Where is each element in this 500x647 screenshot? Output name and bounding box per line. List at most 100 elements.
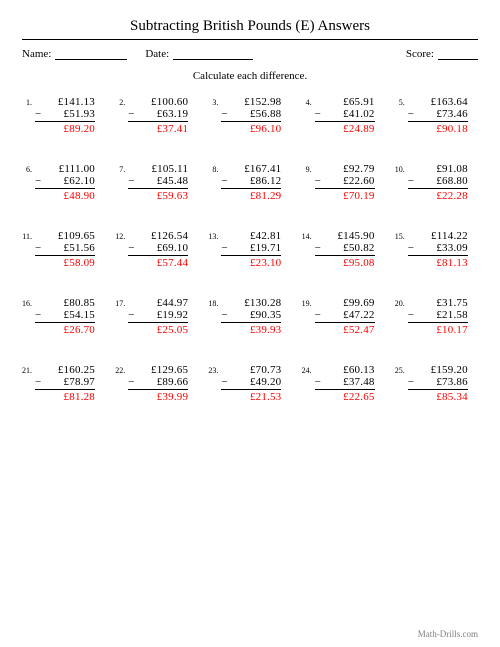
- subtrahend-row: −£89.66: [128, 376, 188, 390]
- answer: £22.65: [315, 390, 375, 403]
- problem-number: 13.: [208, 230, 221, 241]
- problem: 10.£91.08−£68.80£22.28: [395, 163, 478, 202]
- minuend: £160.25: [35, 364, 95, 376]
- minuend: £105.11: [128, 163, 188, 175]
- problem-body: £130.28−£90.35£39.93: [221, 297, 281, 336]
- problem-number: 25.: [395, 364, 408, 375]
- answer: £21.53: [221, 390, 281, 403]
- minuend: £152.98: [221, 96, 281, 108]
- subtrahend-row: −£86.12: [221, 175, 281, 189]
- subtrahend-row: −£22.60: [315, 175, 375, 189]
- problem: 18.£130.28−£90.35£39.93: [208, 297, 291, 336]
- answer: £57.44: [128, 256, 188, 269]
- problem-body: £159.20−£73.86£85.34: [408, 364, 468, 403]
- date-blank[interactable]: [173, 49, 253, 60]
- subtrahend-row: − £37.48: [315, 376, 375, 390]
- answer: £26.70: [35, 323, 95, 336]
- answer: £37.41: [128, 122, 188, 135]
- problem-body: £152.98−£56.88£96.10: [221, 96, 281, 135]
- problem-body: £160.25−£78.97£81.28: [35, 364, 95, 403]
- problem: 20.£31.75−£21.58£10.17: [395, 297, 478, 336]
- problem: 22.£129.65−£89.66£39.99: [115, 364, 198, 403]
- problem: 6.£111.00−£62.10£48.90: [22, 163, 105, 202]
- minus-sign: −: [315, 309, 321, 321]
- minus-sign: −: [408, 175, 414, 187]
- problem-body: £126.54−£69.10£57.44: [128, 230, 188, 269]
- subtrahend: £41.02: [343, 108, 374, 120]
- problem: 8.£167.41−£86.12£81.29: [208, 163, 291, 202]
- answer: £81.13: [408, 256, 468, 269]
- problem: 14.£145.90−£50.82£95.08: [302, 230, 385, 269]
- subtrahend: £51.56: [64, 242, 95, 254]
- problem-number: 3.: [208, 96, 221, 107]
- answer: £39.93: [221, 323, 281, 336]
- minus-sign: −: [35, 242, 41, 254]
- subtrahend-row: −£56.88: [221, 108, 281, 122]
- problem-body: £111.00−£62.10£48.90: [35, 163, 95, 202]
- minus-sign: −: [35, 376, 41, 388]
- problem-body: £70.73−£49.20£21.53: [221, 364, 281, 403]
- answer: £89.20: [35, 122, 95, 135]
- subtrahend: £37.48: [343, 376, 374, 388]
- subtrahend: £22.60: [343, 175, 374, 187]
- subtrahend: £63.19: [157, 108, 188, 120]
- subtrahend-row: −£73.86: [408, 376, 468, 390]
- problem-body: £60.13− £37.48 £22.65: [315, 364, 375, 403]
- answer: £52.47: [315, 323, 375, 336]
- subtrahend-row: −£19.92: [128, 309, 188, 323]
- answer: £58.09: [35, 256, 95, 269]
- problem: 9.£92.79−£22.60£70.19: [302, 163, 385, 202]
- minuend: £42.81: [221, 230, 281, 242]
- minuend: £163.64: [408, 96, 468, 108]
- problem: 25.£159.20−£73.86£85.34: [395, 364, 478, 403]
- subtrahend: £19.92: [157, 309, 188, 321]
- minuend: £80.85: [35, 297, 95, 309]
- page-title: Subtracting British Pounds (E) Answers: [22, 18, 478, 35]
- answer: £85.34: [408, 390, 468, 403]
- answer: £22.28: [408, 189, 468, 202]
- problem: 3.£152.98−£56.88£96.10: [208, 96, 291, 135]
- minus-sign: −: [408, 242, 414, 254]
- minus-sign: −: [221, 309, 227, 321]
- minuend: £126.54: [128, 230, 188, 242]
- problem-grid: 1.£141.13−£51.93£89.202.£100.60−£63.19£3…: [22, 96, 478, 403]
- problem-body: £42.81−£19.71£23.10: [221, 230, 281, 269]
- problem-number: 20.: [395, 297, 408, 308]
- subtrahend: £50.82: [343, 242, 374, 254]
- problem-number: 18.: [208, 297, 221, 308]
- problem: 13.£42.81−£19.71£23.10: [208, 230, 291, 269]
- subtrahend-row: − £78.97: [35, 376, 95, 390]
- answer: £95.08: [315, 256, 375, 269]
- problem: 2.£100.60−£63.19£37.41: [115, 96, 198, 135]
- problem-number: 9.: [302, 163, 315, 174]
- minuend: £60.13: [315, 364, 375, 376]
- answer: £10.17: [408, 323, 468, 336]
- subtrahend: £89.66: [157, 376, 188, 388]
- problem: 16.£80.85−£54.15£26.70: [22, 297, 105, 336]
- minuend: £100.60: [128, 96, 188, 108]
- title-rule: [22, 39, 478, 40]
- minus-sign: −: [408, 309, 414, 321]
- problem-body: £80.85−£54.15£26.70: [35, 297, 95, 336]
- problem-body: £109.65−£51.56£58.09: [35, 230, 95, 269]
- problem-body: £91.08−£68.80£22.28: [408, 163, 468, 202]
- subtrahend: £54.15: [64, 309, 95, 321]
- date-label: Date:: [145, 48, 169, 60]
- minuend: £145.90: [315, 230, 375, 242]
- meta-row: Name: Date: Score:: [22, 48, 478, 60]
- subtrahend: £78.97: [64, 376, 95, 388]
- subtrahend-row: −£62.10: [35, 175, 95, 189]
- subtrahend: £33.09: [436, 242, 467, 254]
- minus-sign: −: [315, 376, 321, 388]
- answer: £23.10: [221, 256, 281, 269]
- problem-number: 16.: [22, 297, 35, 308]
- answer: £24.89: [315, 122, 375, 135]
- score-blank[interactable]: [438, 49, 478, 60]
- subtrahend: £45.48: [157, 175, 188, 187]
- minus-sign: −: [128, 108, 134, 120]
- name-blank[interactable]: [55, 49, 127, 60]
- problem-body: £129.65−£89.66£39.99: [128, 364, 188, 403]
- problem-body: £141.13−£51.93£89.20: [35, 96, 95, 135]
- subtrahend: £21.58: [436, 309, 467, 321]
- minuend: £159.20: [408, 364, 468, 376]
